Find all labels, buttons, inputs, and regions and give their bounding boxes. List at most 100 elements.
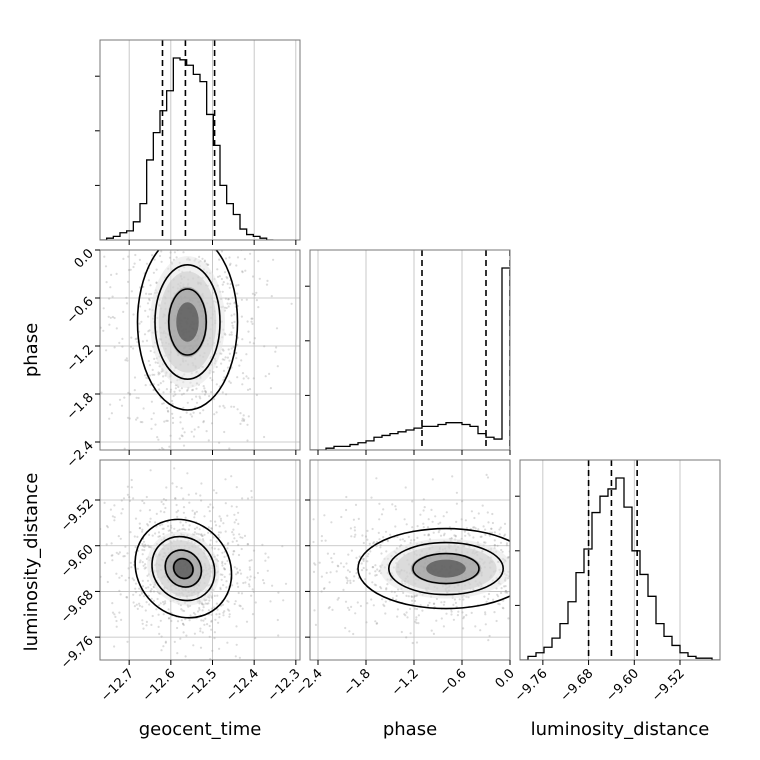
sample-point — [236, 571, 239, 574]
sample-point — [237, 522, 240, 526]
panel-content — [310, 460, 510, 660]
sample-point — [140, 320, 143, 323]
sample-point — [417, 622, 420, 625]
sample-point — [497, 595, 500, 598]
sample-point — [210, 620, 213, 623]
sample-point — [135, 603, 138, 606]
sample-point — [108, 323, 111, 326]
sample-point — [150, 427, 153, 430]
sample-point — [336, 564, 339, 567]
sample-point — [114, 615, 117, 619]
sample-point — [111, 554, 114, 557]
sample-point — [221, 573, 224, 576]
sample-point — [125, 596, 128, 599]
sample-point — [368, 572, 371, 575]
sample-point — [141, 544, 144, 547]
sample-point — [195, 387, 198, 390]
sample-point — [147, 594, 150, 598]
contour-line — [134, 518, 233, 619]
sample-point — [252, 590, 255, 593]
sample-point — [129, 393, 132, 396]
sample-point — [162, 532, 165, 536]
sample-point — [210, 546, 213, 549]
sample-point — [248, 566, 251, 569]
sample-point — [248, 341, 252, 344]
sample-point — [176, 529, 179, 533]
sample-point — [167, 525, 170, 528]
sample-point — [360, 562, 363, 565]
sample-point — [139, 420, 142, 424]
sample-point — [182, 406, 185, 409]
sample-point — [127, 255, 130, 258]
sample-point — [205, 262, 208, 265]
sample-point — [154, 521, 157, 524]
sample-point — [474, 527, 477, 530]
sample-point — [223, 271, 227, 274]
sample-point — [157, 613, 160, 616]
sample-point — [474, 625, 477, 628]
sample-point — [175, 256, 178, 259]
sample-point — [177, 509, 180, 512]
sample-point — [349, 581, 352, 585]
sample-point — [190, 430, 193, 433]
histogram-step — [100, 57, 274, 240]
sample-point — [246, 439, 249, 442]
sample-point — [239, 422, 242, 425]
contour-line — [136, 250, 239, 411]
sample-point — [503, 585, 506, 588]
sample-point — [339, 562, 343, 565]
sample-point — [138, 527, 141, 530]
sample-point — [124, 545, 127, 548]
sample-point — [375, 622, 379, 625]
sample-point — [110, 542, 113, 545]
sample-point — [113, 346, 116, 349]
sample-point — [125, 596, 129, 599]
sample-point — [364, 578, 367, 581]
sample-point — [241, 271, 244, 274]
sample-point — [173, 390, 176, 393]
sample-point — [403, 518, 406, 521]
sample-point — [432, 632, 435, 636]
sample-point — [168, 445, 171, 448]
sample-point — [192, 644, 195, 647]
sample-point — [250, 594, 253, 597]
sample-point — [164, 641, 167, 644]
sample-point — [428, 534, 431, 537]
sample-point — [477, 528, 480, 531]
sample-point — [224, 478, 227, 481]
sample-point — [362, 559, 365, 563]
sample-point — [427, 518, 430, 521]
sample-point — [172, 394, 175, 398]
sample-point — [505, 542, 509, 545]
sample-point — [167, 608, 170, 611]
sample-point — [210, 596, 214, 599]
sample-point — [186, 472, 189, 475]
sample-point — [354, 612, 357, 615]
sample-point — [235, 567, 238, 570]
sample-point — [225, 306, 228, 310]
sample-point — [202, 603, 205, 606]
sample-point — [147, 359, 150, 363]
sample-point — [235, 539, 238, 543]
sample-point — [202, 385, 205, 388]
sample-point — [223, 306, 226, 309]
sample-point — [506, 591, 509, 594]
sample-point — [195, 492, 198, 495]
sample-point — [204, 602, 207, 605]
sample-point — [182, 527, 185, 531]
sample-point — [103, 561, 107, 565]
sample-point — [126, 493, 129, 496]
sample-point — [410, 539, 413, 542]
sample-point — [125, 357, 128, 360]
sample-point — [404, 614, 407, 617]
sample-point — [462, 615, 466, 618]
sample-point — [253, 576, 256, 579]
sample-point — [484, 528, 487, 531]
sample-point — [460, 537, 463, 540]
sample-point — [187, 493, 190, 496]
sample-point — [113, 613, 116, 616]
sample-point — [154, 361, 157, 364]
sample-point — [219, 519, 223, 522]
sample-point — [355, 572, 358, 575]
sample-point — [367, 552, 370, 556]
